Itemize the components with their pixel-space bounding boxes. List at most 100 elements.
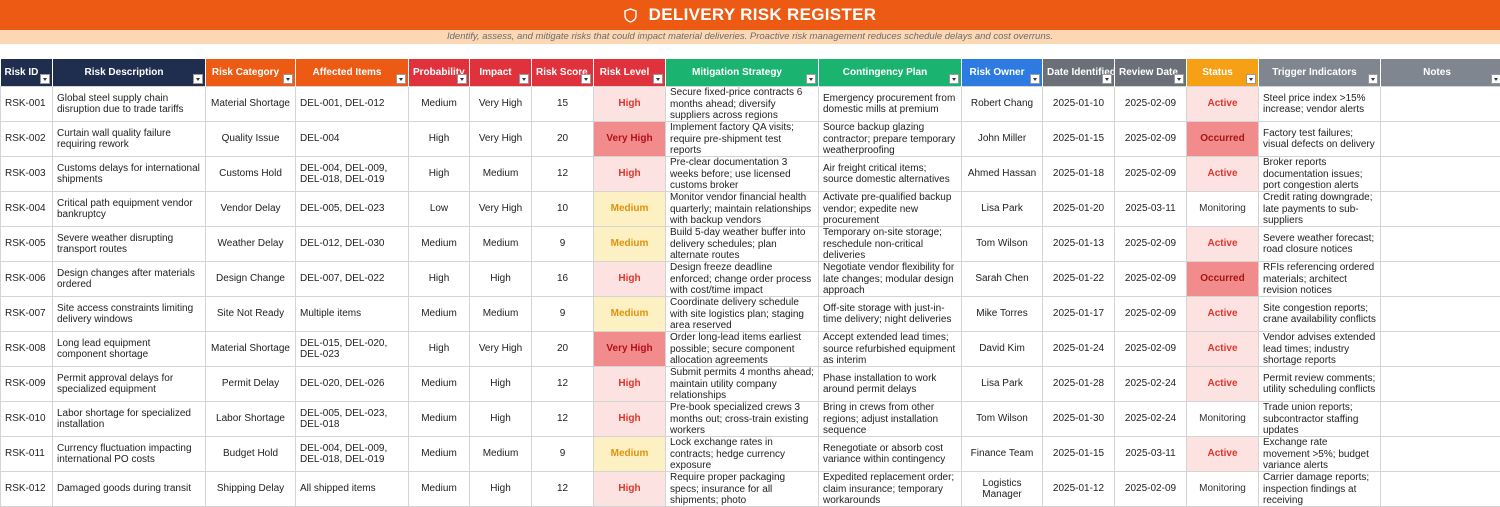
cell-notes[interactable] [1381, 402, 1500, 437]
cell-contingency[interactable]: Accept extended lead times; source refur… [819, 332, 962, 367]
cell-identified[interactable]: 2025-01-12 [1043, 472, 1115, 507]
cell-notes[interactable] [1381, 87, 1500, 122]
cell-score[interactable]: 9 [532, 227, 594, 262]
cell-review[interactable]: 2025-02-09 [1115, 157, 1187, 192]
cell-id[interactable]: RSK-010 [1, 402, 53, 437]
cell-mitigation[interactable]: Lock exchange rates in contracts; hedge … [666, 437, 819, 472]
cell-prob[interactable]: Medium [409, 297, 470, 332]
cell-prob[interactable]: High [409, 122, 470, 157]
cell-owner[interactable]: Tom Wilson [962, 402, 1043, 437]
filter-dropdown-icon[interactable] [581, 74, 591, 84]
cell-owner[interactable]: Finance Team [962, 437, 1043, 472]
cell-level[interactable]: Medium [594, 227, 666, 262]
cell-level[interactable]: Very High [594, 122, 666, 157]
filter-dropdown-icon[interactable] [283, 74, 293, 84]
cell-impact[interactable]: Very High [470, 192, 532, 227]
cell-notes[interactable] [1381, 227, 1500, 262]
cell-level[interactable]: Medium [594, 297, 666, 332]
cell-owner[interactable]: Lisa Park [962, 192, 1043, 227]
cell-items[interactable]: DEL-007, DEL-022 [296, 262, 409, 297]
cell-review[interactable]: 2025-02-09 [1115, 297, 1187, 332]
cell-contingency[interactable]: Source backup glazing contractor; prepar… [819, 122, 962, 157]
cell-desc[interactable]: Customs delays for international shipmen… [53, 157, 206, 192]
filter-dropdown-icon[interactable] [1491, 74, 1500, 84]
cell-prob[interactable]: Medium [409, 367, 470, 402]
cell-status[interactable]: Occurred [1187, 262, 1259, 297]
cell-identified[interactable]: 2025-01-24 [1043, 332, 1115, 367]
cell-items[interactable]: DEL-005, DEL-023, DEL-018 [296, 402, 409, 437]
filter-dropdown-icon[interactable] [1246, 74, 1256, 84]
cell-impact[interactable]: High [470, 402, 532, 437]
filter-dropdown-icon[interactable] [193, 74, 203, 84]
cell-id[interactable]: RSK-011 [1, 437, 53, 472]
cell-score[interactable]: 12 [532, 402, 594, 437]
cell-id[interactable]: RSK-002 [1, 122, 53, 157]
cell-contingency[interactable]: Off-site storage with just-in-time deliv… [819, 297, 962, 332]
cell-score[interactable]: 12 [532, 472, 594, 507]
cell-status[interactable]: Monitoring [1187, 402, 1259, 437]
cell-impact[interactable]: Very High [470, 122, 532, 157]
cell-status[interactable]: Active [1187, 367, 1259, 402]
cell-triggers[interactable]: Carrier damage reports; inspection findi… [1259, 472, 1381, 507]
cell-notes[interactable] [1381, 122, 1500, 157]
cell-contingency[interactable]: Bring in crews from other regions; adjus… [819, 402, 962, 437]
cell-status[interactable]: Active [1187, 227, 1259, 262]
cell-impact[interactable]: Medium [470, 297, 532, 332]
cell-id[interactable]: RSK-006 [1, 262, 53, 297]
cell-notes[interactable] [1381, 297, 1500, 332]
cell-status[interactable]: Active [1187, 87, 1259, 122]
cell-level[interactable]: High [594, 87, 666, 122]
cell-triggers[interactable]: Steel price index >15% increase; vendor … [1259, 87, 1381, 122]
cell-identified[interactable]: 2025-01-17 [1043, 297, 1115, 332]
cell-desc[interactable]: Permit approval delays for specialized e… [53, 367, 206, 402]
cell-impact[interactable]: Medium [470, 437, 532, 472]
cell-contingency[interactable]: Activate pre-qualified backup vendor; ex… [819, 192, 962, 227]
cell-level[interactable]: High [594, 367, 666, 402]
cell-score[interactable]: 16 [532, 262, 594, 297]
filter-dropdown-icon[interactable] [653, 74, 663, 84]
cell-impact[interactable]: Very High [470, 87, 532, 122]
filter-dropdown-icon[interactable] [1368, 74, 1378, 84]
cell-impact[interactable]: High [470, 367, 532, 402]
filter-dropdown-icon[interactable] [806, 74, 816, 84]
cell-identified[interactable]: 2025-01-30 [1043, 402, 1115, 437]
cell-review[interactable]: 2025-03-11 [1115, 192, 1187, 227]
cell-prob[interactable]: Medium [409, 227, 470, 262]
cell-mitigation[interactable]: Secure fixed-price contracts 6 months ah… [666, 87, 819, 122]
filter-dropdown-icon[interactable] [1102, 74, 1112, 84]
cell-desc[interactable]: Global steel supply chain disruption due… [53, 87, 206, 122]
cell-mitigation[interactable]: Design freeze deadline enforced; change … [666, 262, 819, 297]
cell-desc[interactable]: Site access constraints limiting deliver… [53, 297, 206, 332]
cell-items[interactable]: DEL-004, DEL-009, DEL-018, DEL-019 [296, 437, 409, 472]
cell-mitigation[interactable]: Pre-book specialized crews 3 months out;… [666, 402, 819, 437]
cell-id[interactable]: RSK-008 [1, 332, 53, 367]
cell-owner[interactable]: Mike Torres [962, 297, 1043, 332]
cell-category[interactable]: Shipping Delay [206, 472, 296, 507]
cell-id[interactable]: RSK-001 [1, 87, 53, 122]
cell-review[interactable]: 2025-02-09 [1115, 472, 1187, 507]
cell-id[interactable]: RSK-012 [1, 472, 53, 507]
cell-level[interactable]: High [594, 157, 666, 192]
cell-notes[interactable] [1381, 472, 1500, 507]
cell-mitigation[interactable]: Monitor vendor financial health quarterl… [666, 192, 819, 227]
cell-items[interactable]: All shipped items [296, 472, 409, 507]
cell-impact[interactable]: High [470, 472, 532, 507]
cell-review[interactable]: 2025-02-24 [1115, 402, 1187, 437]
cell-owner[interactable]: Logistics Manager [962, 472, 1043, 507]
cell-category[interactable]: Material Shortage [206, 87, 296, 122]
cell-identified[interactable]: 2025-01-15 [1043, 122, 1115, 157]
cell-score[interactable]: 20 [532, 332, 594, 367]
cell-prob[interactable]: Medium [409, 402, 470, 437]
filter-dropdown-icon[interactable] [40, 74, 50, 84]
cell-contingency[interactable]: Expedited replacement order; claim insur… [819, 472, 962, 507]
cell-prob[interactable]: High [409, 157, 470, 192]
cell-category[interactable]: Vendor Delay [206, 192, 296, 227]
cell-notes[interactable] [1381, 437, 1500, 472]
cell-id[interactable]: RSK-009 [1, 367, 53, 402]
filter-dropdown-icon[interactable] [457, 74, 467, 84]
cell-owner[interactable]: Tom Wilson [962, 227, 1043, 262]
cell-notes[interactable] [1381, 367, 1500, 402]
cell-score[interactable]: 12 [532, 367, 594, 402]
cell-level[interactable]: Medium [594, 192, 666, 227]
cell-items[interactable]: DEL-005, DEL-023 [296, 192, 409, 227]
